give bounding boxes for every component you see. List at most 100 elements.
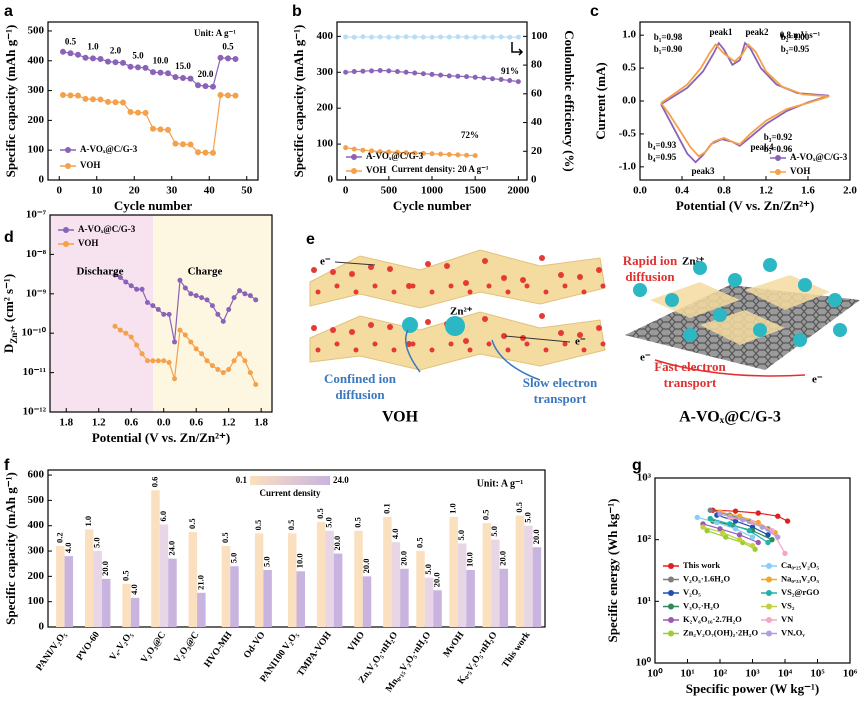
point	[769, 536, 775, 543]
point	[253, 297, 259, 303]
point	[472, 74, 478, 80]
point	[464, 34, 470, 40]
point	[394, 34, 400, 40]
legend-marker	[63, 227, 69, 233]
y-tick-label: 10⁻⁷	[26, 209, 47, 221]
y-tick-label: 10⁰	[636, 657, 652, 669]
x-tick-label: 1.2	[759, 185, 773, 197]
annotation: peak2	[745, 27, 769, 37]
x-tick-label: HVO-MH	[203, 630, 235, 670]
point	[515, 79, 521, 85]
point	[142, 109, 149, 116]
x-tick-label: 10¹	[680, 668, 694, 680]
rate-label: 0.5	[253, 520, 263, 531]
zn-ion	[753, 323, 767, 337]
point	[127, 63, 134, 70]
rate-label: 1.0	[87, 41, 99, 51]
bar	[56, 545, 65, 627]
arrow	[654, 359, 806, 377]
point	[139, 286, 145, 292]
y2-tick-label: 100	[531, 30, 548, 42]
bar	[433, 590, 442, 627]
atom	[501, 275, 507, 281]
point	[82, 95, 89, 102]
point	[180, 75, 186, 82]
legend-label: VNₓOᵧ	[781, 627, 805, 637]
zn-label: Zn²⁺	[450, 306, 473, 318]
point	[717, 526, 723, 532]
legend-marker	[65, 147, 71, 153]
point	[195, 82, 201, 89]
legend-label: VS₂	[781, 600, 795, 610]
atom	[429, 347, 435, 353]
arrow	[491, 339, 541, 381]
rate-label: 24.0	[166, 541, 176, 556]
point	[215, 366, 221, 372]
x-tick-label: 50	[241, 185, 253, 197]
legend-marker	[766, 630, 772, 637]
y-tick-label: 10²	[637, 533, 652, 545]
atom	[315, 289, 321, 295]
point	[209, 303, 215, 309]
series-line	[719, 511, 776, 534]
point	[438, 151, 444, 157]
point	[188, 339, 194, 345]
x-tick-label: 1500	[464, 185, 487, 197]
rate-label: 0.5	[352, 517, 362, 528]
legend-label: This work	[683, 560, 720, 570]
point	[67, 92, 74, 99]
point	[215, 311, 221, 317]
bar	[532, 547, 542, 627]
x-tick-label: 1.6	[801, 185, 815, 197]
atom	[349, 329, 355, 335]
atom	[330, 327, 336, 333]
rate-label: 0.5	[65, 36, 77, 46]
point	[161, 358, 167, 364]
atom	[581, 347, 587, 353]
point	[360, 68, 366, 74]
point	[117, 327, 123, 333]
layer	[650, 282, 740, 318]
atom	[577, 274, 583, 280]
rate-label: 1.0	[83, 516, 93, 527]
layer	[309, 311, 606, 371]
rate-label: 20.0	[498, 551, 508, 566]
point	[775, 534, 781, 540]
rate-label: 5.0	[522, 512, 532, 523]
legend-label: K₂V₆O₁₆·2.7H₂O	[683, 614, 742, 624]
rate-label: 5.0	[423, 564, 433, 575]
point	[403, 150, 409, 156]
point	[82, 54, 89, 61]
x-tick-label: 0.0	[633, 185, 647, 197]
bar	[491, 539, 500, 627]
legend-marker	[766, 563, 772, 569]
y-tick-label: 0	[328, 174, 334, 186]
point	[438, 34, 444, 40]
title: VOH	[382, 409, 419, 426]
rate-label: 0.5	[121, 570, 131, 581]
atom	[558, 272, 564, 278]
point	[231, 295, 237, 301]
point	[139, 351, 145, 357]
atoms	[311, 255, 606, 353]
y-tick-label: 10¹	[637, 595, 651, 607]
point	[112, 272, 118, 278]
point	[489, 76, 495, 82]
point	[455, 73, 461, 79]
point	[150, 69, 156, 76]
point	[446, 34, 452, 40]
bar	[296, 571, 305, 627]
atom	[543, 347, 549, 353]
zn-ion	[445, 316, 465, 336]
point	[765, 539, 771, 546]
rate-label: 20.0	[361, 558, 371, 573]
legend-marker	[775, 155, 781, 161]
annotation: Discharge	[76, 266, 123, 278]
point	[210, 83, 216, 90]
atom	[372, 341, 378, 347]
y-tick-label: 10⁻⁹	[26, 287, 47, 299]
point	[394, 69, 400, 75]
point	[369, 148, 375, 154]
y-tick-label: 300	[28, 84, 45, 96]
